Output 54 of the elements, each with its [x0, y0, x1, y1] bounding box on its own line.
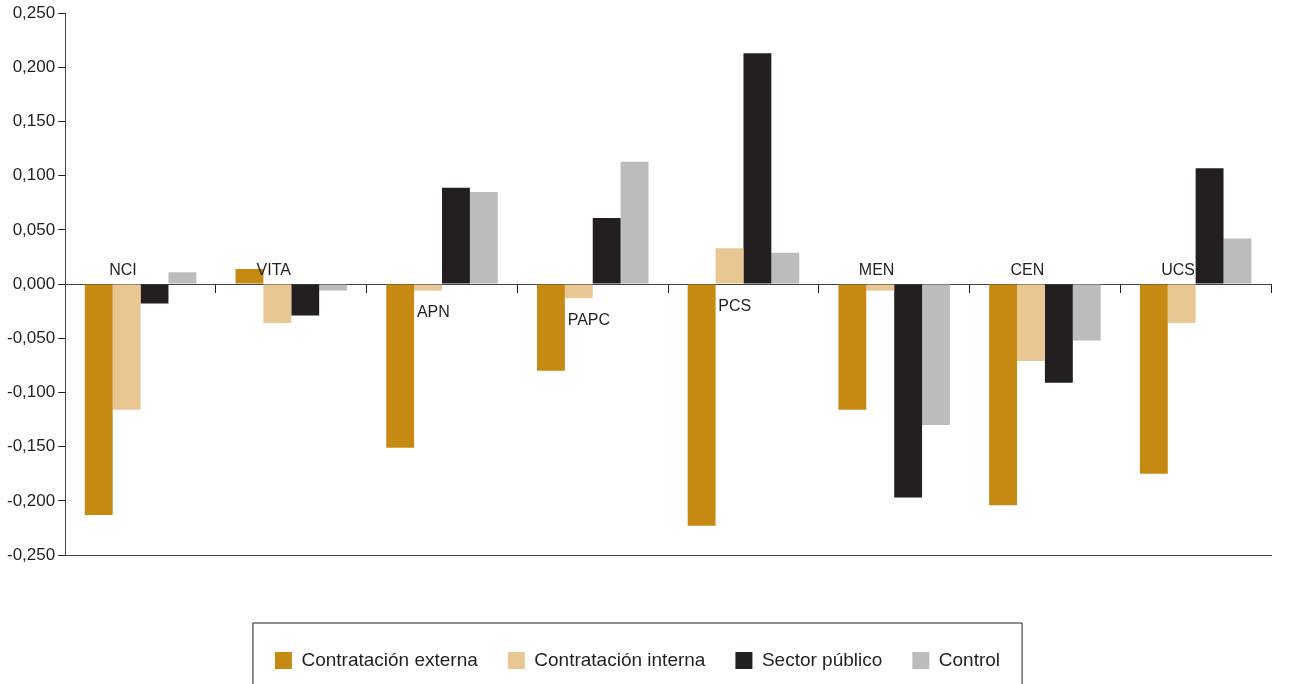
legend-label: Contratación externa	[301, 648, 479, 670]
y-tick-label: 0,100	[12, 165, 56, 185]
bar	[112, 284, 141, 410]
legend-label: Control	[938, 648, 1001, 670]
bar	[319, 284, 348, 291]
bar	[1072, 284, 1101, 341]
x-tick-label: CEN	[1010, 260, 1045, 278]
bar	[442, 187, 470, 284]
legend-label: Sector público	[761, 648, 883, 670]
x-tick-label: APN	[416, 303, 450, 321]
bar	[84, 284, 113, 515]
x-tick-label: VITA	[256, 260, 292, 278]
y-tick-label: 0,000	[12, 273, 56, 293]
bar	[536, 284, 565, 371]
bar	[1139, 284, 1168, 474]
bar	[771, 252, 800, 284]
bar	[1167, 284, 1196, 324]
y-tick-label: -0,100	[7, 382, 56, 402]
y-tick-label: -0,200	[7, 490, 56, 510]
bar	[140, 284, 169, 304]
bar	[291, 284, 320, 316]
x-tick-label: MEN	[858, 260, 895, 278]
bar	[1044, 284, 1073, 383]
x-tick-label: NCI	[109, 260, 137, 278]
bar	[592, 218, 621, 284]
bar	[414, 284, 443, 291]
bar	[620, 161, 649, 284]
y-tick-label: -0,250	[7, 544, 56, 564]
bar	[922, 284, 950, 425]
bar	[168, 272, 197, 284]
legend-label: Contratación interna	[534, 648, 706, 670]
bar	[1017, 284, 1045, 362]
x-tick-label: PAPC	[567, 310, 611, 328]
bar	[263, 284, 292, 324]
y-tick-label: 0,050	[12, 219, 56, 239]
bar	[838, 284, 867, 410]
bar	[469, 191, 498, 284]
bar	[989, 284, 1018, 506]
bar	[386, 284, 415, 448]
y-tick-label: 0,250	[12, 2, 56, 22]
bar	[564, 284, 593, 299]
y-tick-label: -0,050	[7, 327, 56, 347]
x-tick-label: UCS	[1161, 260, 1195, 278]
x-tick-label: PCS	[718, 296, 752, 314]
y-tick-label: -0,150	[7, 436, 56, 456]
bar	[1195, 168, 1224, 284]
bar	[715, 248, 744, 284]
bar	[866, 284, 895, 291]
bar	[743, 53, 772, 284]
bar	[894, 284, 923, 498]
bar	[687, 284, 716, 526]
y-tick-label: 0,200	[12, 57, 56, 77]
y-tick-label: 0,150	[12, 111, 56, 131]
bar	[1223, 238, 1252, 284]
